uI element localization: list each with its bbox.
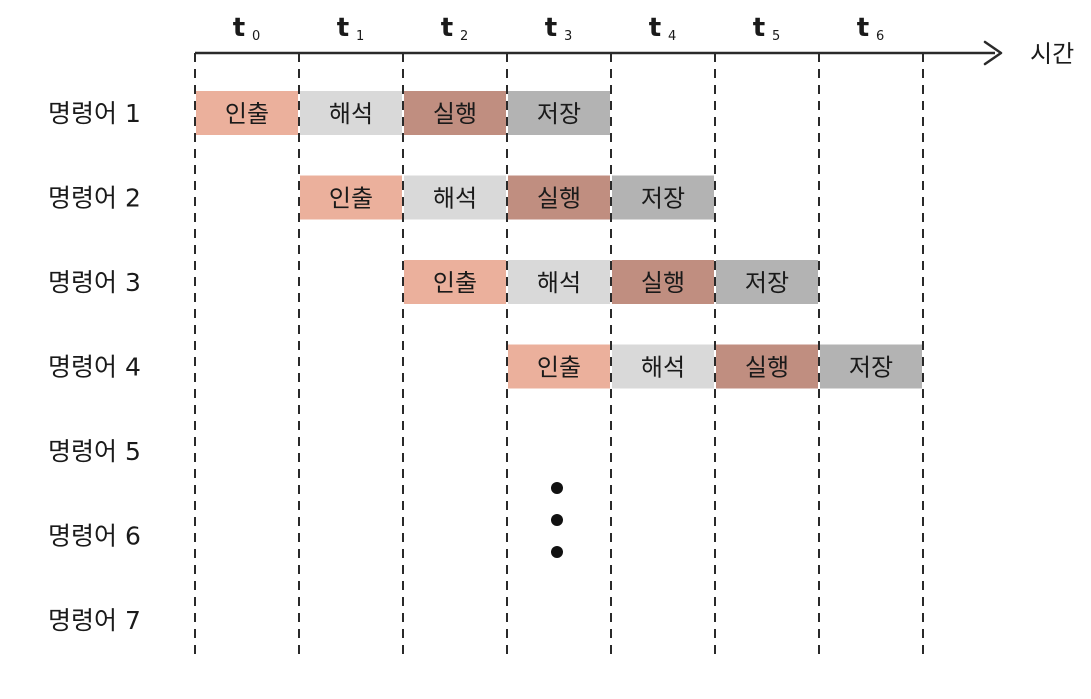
stage-cell-1-3: 실행 — [404, 91, 506, 135]
stage-cell-4-2: 해석 — [612, 344, 714, 389]
stage-cell-bg — [300, 175, 402, 220]
stage-cell-3-1: 인출 — [404, 260, 506, 304]
tick-label-t3: t — [545, 13, 557, 43]
tick-subscript-4: 4 — [668, 29, 676, 44]
stage-cell-3-3: 실행 — [612, 260, 714, 304]
stage-cell-bg — [612, 260, 714, 304]
grid-lines — [194, 53, 924, 658]
tick-label-t1: t — [337, 13, 349, 43]
stage-cell-label: 실행 — [745, 354, 789, 382]
instruction-label-3: 명령어 3 — [48, 268, 141, 297]
ellipsis-dot-1 — [551, 482, 563, 494]
stage-cell-label: 해석 — [641, 354, 685, 382]
stage-cell-label: 해석 — [433, 185, 477, 213]
stage-cell-label: 해석 — [329, 100, 373, 128]
stage-cell-label: 인출 — [329, 185, 373, 213]
stage-cell-bg — [404, 260, 506, 304]
instruction-label-6: 명령어 6 — [48, 522, 141, 551]
tick-label-t0: t — [233, 13, 245, 43]
tick-subscript-6: 6 — [876, 29, 884, 44]
stage-cell-1-2: 해석 — [300, 91, 402, 135]
stage-cell-label: 저장 — [641, 185, 685, 213]
stage-cell-2-3: 실행 — [508, 175, 610, 220]
stage-cell-bg — [508, 91, 610, 135]
stage-cell-bg — [404, 175, 506, 220]
ellipsis-dots — [551, 482, 563, 558]
tick-label-t4: t — [649, 13, 661, 43]
stage-cell-4-3: 실행 — [716, 344, 818, 389]
stage-cell-2-4: 저장 — [612, 175, 714, 220]
stage-cell-label: 인출 — [225, 100, 269, 128]
stage-cell-label: 저장 — [849, 354, 893, 382]
stage-cell-label: 실행 — [641, 269, 685, 297]
instruction-label-5: 명령어 5 — [48, 437, 141, 466]
stage-cell-bg — [612, 175, 714, 220]
stage-cell-1-4: 저장 — [508, 91, 610, 135]
stage-cell-4-4: 저장 — [820, 344, 922, 389]
stage-cell-label: 실행 — [537, 185, 581, 213]
stage-cell-bg — [508, 344, 610, 389]
instruction-label-7: 명령어 7 — [48, 606, 141, 635]
stage-cell-label: 저장 — [745, 269, 789, 297]
stage-cell-2-2: 해석 — [404, 175, 506, 220]
stage-cell-bg — [716, 260, 818, 304]
stage-cell-bg — [300, 91, 402, 135]
stage-cell-label: 인출 — [433, 269, 477, 297]
stage-cell-label: 저장 — [537, 100, 581, 128]
time-axis-arrow-icon — [983, 40, 1003, 66]
stage-cell-label: 인출 — [537, 354, 581, 382]
stage-cell-3-4: 저장 — [716, 260, 818, 304]
tick-subscript-1: 1 — [356, 29, 364, 44]
stage-cell-bg — [508, 260, 610, 304]
stage-cell-3-2: 해석 — [508, 260, 610, 304]
tick-label-t6: t — [857, 13, 869, 43]
instruction-labels: 명령어 1 명령어 2 명령어 3 명령어 4 명령어 5 명령어 6 명령어 7 — [48, 99, 141, 635]
stage-cell-label: 실행 — [433, 100, 477, 128]
stage-cell-bg — [404, 91, 506, 135]
ellipsis-dot-3 — [551, 546, 563, 558]
tick-subscript-2: 2 — [460, 29, 468, 44]
stage-cell-bg — [508, 175, 610, 220]
stage-cell-bg — [196, 91, 298, 135]
stage-cell-label: 해석 — [537, 269, 581, 297]
stage-cell-1-1: 인출 — [196, 91, 298, 135]
stage-cell-bg — [612, 344, 714, 389]
stage-cell-2-1: 인출 — [300, 175, 402, 220]
stage-cell-4-1: 인출 — [508, 344, 610, 389]
instruction-label-4: 명령어 4 — [48, 353, 141, 382]
time-axis: 시간 — [195, 40, 1074, 68]
time-axis-label: 시간 — [1030, 40, 1074, 68]
tick-subscript-0: 0 — [252, 29, 260, 44]
tick-label-t5: t — [753, 13, 765, 43]
tick-subscript-5: 5 — [772, 29, 780, 44]
instruction-label-1: 명령어 1 — [48, 99, 141, 128]
stage-cell-bg — [716, 344, 818, 389]
tick-label-t2: t — [441, 13, 453, 43]
tick-subscript-3: 3 — [564, 29, 572, 44]
stage-cell-bg — [820, 344, 922, 389]
instruction-label-2: 명령어 2 — [48, 184, 141, 213]
ellipsis-dot-2 — [551, 514, 563, 526]
